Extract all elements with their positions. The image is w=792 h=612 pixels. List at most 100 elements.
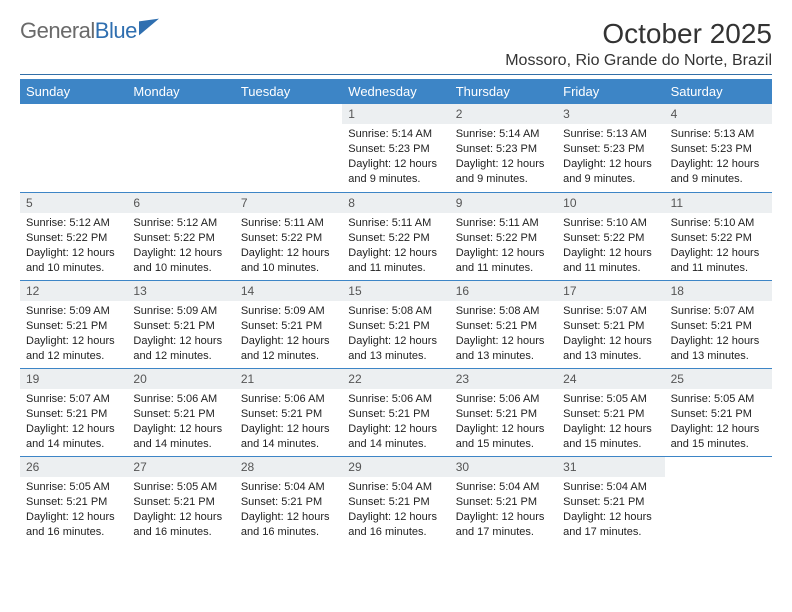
weekday-header: Friday <box>557 79 664 104</box>
daylight-line: Daylight: 12 hours and 16 minutes. <box>241 510 336 540</box>
day-info: Sunrise: 5:11 AMSunset: 5:22 PMDaylight:… <box>342 213 449 279</box>
day-cell: 2Sunrise: 5:14 AMSunset: 5:23 PMDaylight… <box>450 104 557 192</box>
day-number: 6 <box>127 193 234 213</box>
daylight-line: Daylight: 12 hours and 11 minutes. <box>671 246 766 276</box>
empty-cell <box>235 104 342 192</box>
daylight-line: Daylight: 12 hours and 14 minutes. <box>348 422 443 452</box>
daylight-line: Daylight: 12 hours and 13 minutes. <box>671 334 766 364</box>
sunset-line: Sunset: 5:21 PM <box>26 319 121 334</box>
sunset-line: Sunset: 5:21 PM <box>671 407 766 422</box>
day-info: Sunrise: 5:06 AMSunset: 5:21 PMDaylight:… <box>235 389 342 455</box>
day-number: 12 <box>20 281 127 301</box>
day-number: 15 <box>342 281 449 301</box>
sunrise-line: Sunrise: 5:05 AM <box>563 392 658 407</box>
sunset-line: Sunset: 5:21 PM <box>241 407 336 422</box>
day-info: Sunrise: 5:09 AMSunset: 5:21 PMDaylight:… <box>235 301 342 367</box>
sunrise-line: Sunrise: 5:13 AM <box>563 127 658 142</box>
day-number: 17 <box>557 281 664 301</box>
sunrise-line: Sunrise: 5:04 AM <box>348 480 443 495</box>
daylight-line: Daylight: 12 hours and 13 minutes. <box>348 334 443 364</box>
day-cell: 9Sunrise: 5:11 AMSunset: 5:22 PMDaylight… <box>450 192 557 280</box>
sunrise-line: Sunrise: 5:09 AM <box>133 304 228 319</box>
day-info: Sunrise: 5:10 AMSunset: 5:22 PMDaylight:… <box>665 213 772 279</box>
day-cell: 29Sunrise: 5:04 AMSunset: 5:21 PMDayligh… <box>342 456 449 544</box>
day-number: 8 <box>342 193 449 213</box>
weekday-header: Wednesday <box>342 79 449 104</box>
day-info: Sunrise: 5:09 AMSunset: 5:21 PMDaylight:… <box>127 301 234 367</box>
daylight-line: Daylight: 12 hours and 16 minutes. <box>26 510 121 540</box>
day-number: 22 <box>342 369 449 389</box>
day-cell: 20Sunrise: 5:06 AMSunset: 5:21 PMDayligh… <box>127 368 234 456</box>
day-info: Sunrise: 5:08 AMSunset: 5:21 PMDaylight:… <box>342 301 449 367</box>
weekday-header: Tuesday <box>235 79 342 104</box>
empty-cell <box>665 456 772 544</box>
sunrise-line: Sunrise: 5:04 AM <box>563 480 658 495</box>
day-number: 26 <box>20 457 127 477</box>
daylight-line: Daylight: 12 hours and 9 minutes. <box>348 157 443 187</box>
sunrise-line: Sunrise: 5:10 AM <box>671 216 766 231</box>
sunset-line: Sunset: 5:22 PM <box>671 231 766 246</box>
sunrise-line: Sunrise: 5:05 AM <box>26 480 121 495</box>
day-cell: 10Sunrise: 5:10 AMSunset: 5:22 PMDayligh… <box>557 192 664 280</box>
day-cell: 28Sunrise: 5:04 AMSunset: 5:21 PMDayligh… <box>235 456 342 544</box>
sunset-line: Sunset: 5:22 PM <box>133 231 228 246</box>
day-info: Sunrise: 5:05 AMSunset: 5:21 PMDaylight:… <box>665 389 772 455</box>
day-info: Sunrise: 5:14 AMSunset: 5:23 PMDaylight:… <box>342 124 449 190</box>
day-cell: 13Sunrise: 5:09 AMSunset: 5:21 PMDayligh… <box>127 280 234 368</box>
day-number: 4 <box>665 104 772 124</box>
sunset-line: Sunset: 5:21 PM <box>563 319 658 334</box>
day-info: Sunrise: 5:04 AMSunset: 5:21 PMDaylight:… <box>557 477 664 543</box>
daylight-line: Daylight: 12 hours and 17 minutes. <box>563 510 658 540</box>
sunrise-line: Sunrise: 5:11 AM <box>456 216 551 231</box>
day-cell: 6Sunrise: 5:12 AMSunset: 5:22 PMDaylight… <box>127 192 234 280</box>
sunrise-line: Sunrise: 5:06 AM <box>348 392 443 407</box>
sunset-line: Sunset: 5:22 PM <box>241 231 336 246</box>
sunrise-line: Sunrise: 5:05 AM <box>671 392 766 407</box>
daylight-line: Daylight: 12 hours and 17 minutes. <box>456 510 551 540</box>
day-info: Sunrise: 5:13 AMSunset: 5:23 PMDaylight:… <box>557 124 664 190</box>
day-number: 29 <box>342 457 449 477</box>
daylight-line: Daylight: 12 hours and 9 minutes. <box>671 157 766 187</box>
day-info: Sunrise: 5:05 AMSunset: 5:21 PMDaylight:… <box>557 389 664 455</box>
sunrise-line: Sunrise: 5:04 AM <box>241 480 336 495</box>
day-number: 24 <box>557 369 664 389</box>
day-number: 30 <box>450 457 557 477</box>
day-number: 5 <box>20 193 127 213</box>
day-number: 16 <box>450 281 557 301</box>
day-info: Sunrise: 5:12 AMSunset: 5:22 PMDaylight:… <box>20 213 127 279</box>
sunset-line: Sunset: 5:21 PM <box>563 407 658 422</box>
day-info: Sunrise: 5:04 AMSunset: 5:21 PMDaylight:… <box>342 477 449 543</box>
day-info: Sunrise: 5:14 AMSunset: 5:23 PMDaylight:… <box>450 124 557 190</box>
day-cell: 15Sunrise: 5:08 AMSunset: 5:21 PMDayligh… <box>342 280 449 368</box>
daylight-line: Daylight: 12 hours and 10 minutes. <box>133 246 228 276</box>
daylight-line: Daylight: 12 hours and 16 minutes. <box>348 510 443 540</box>
logo-text-gray: General <box>20 18 95 44</box>
daylight-line: Daylight: 12 hours and 9 minutes. <box>563 157 658 187</box>
day-number: 14 <box>235 281 342 301</box>
day-info: Sunrise: 5:13 AMSunset: 5:23 PMDaylight:… <box>665 124 772 190</box>
sunset-line: Sunset: 5:21 PM <box>456 319 551 334</box>
day-cell: 11Sunrise: 5:10 AMSunset: 5:22 PMDayligh… <box>665 192 772 280</box>
day-number: 11 <box>665 193 772 213</box>
day-info: Sunrise: 5:05 AMSunset: 5:21 PMDaylight:… <box>127 477 234 543</box>
sunset-line: Sunset: 5:23 PM <box>348 142 443 157</box>
sunrise-line: Sunrise: 5:07 AM <box>671 304 766 319</box>
weekday-header: Saturday <box>665 79 772 104</box>
day-cell: 17Sunrise: 5:07 AMSunset: 5:21 PMDayligh… <box>557 280 664 368</box>
day-info: Sunrise: 5:12 AMSunset: 5:22 PMDaylight:… <box>127 213 234 279</box>
sunset-line: Sunset: 5:21 PM <box>456 407 551 422</box>
day-cell: 23Sunrise: 5:06 AMSunset: 5:21 PMDayligh… <box>450 368 557 456</box>
sunrise-line: Sunrise: 5:05 AM <box>133 480 228 495</box>
logo-sail-icon <box>139 19 159 36</box>
sunset-line: Sunset: 5:22 PM <box>348 231 443 246</box>
day-info: Sunrise: 5:04 AMSunset: 5:21 PMDaylight:… <box>235 477 342 543</box>
day-number: 19 <box>20 369 127 389</box>
day-cell: 21Sunrise: 5:06 AMSunset: 5:21 PMDayligh… <box>235 368 342 456</box>
sunrise-line: Sunrise: 5:09 AM <box>241 304 336 319</box>
sunrise-line: Sunrise: 5:07 AM <box>563 304 658 319</box>
month-title: October 2025 <box>505 18 772 50</box>
sunset-line: Sunset: 5:21 PM <box>348 319 443 334</box>
day-number: 31 <box>557 457 664 477</box>
daylight-line: Daylight: 12 hours and 9 minutes. <box>456 157 551 187</box>
sunrise-line: Sunrise: 5:04 AM <box>456 480 551 495</box>
